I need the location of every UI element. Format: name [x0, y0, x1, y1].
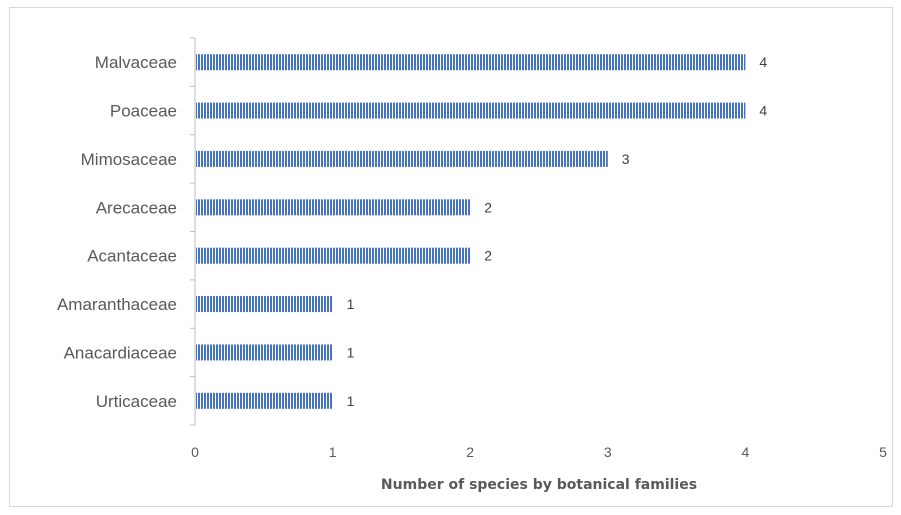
bar-poaceae — [196, 102, 746, 119]
x-tick-label: 5 — [879, 444, 887, 460]
category-label: Arecaceae — [96, 198, 177, 217]
bar-anacardiaceae — [196, 344, 333, 361]
bar-arecaceae — [196, 199, 471, 216]
x-axis-title: Number of species by botanical families — [381, 477, 697, 493]
x-tick-label: 0 — [191, 444, 199, 460]
data-label: 1 — [347, 393, 355, 409]
bar-malvaceae — [196, 54, 746, 71]
x-tick-label: 2 — [466, 444, 474, 460]
x-tick-label: 4 — [742, 444, 750, 460]
category-label: Amaranthaceae — [57, 295, 177, 314]
x-tick-label: 3 — [604, 444, 612, 460]
data-label: 3 — [622, 151, 630, 167]
category-label: Acantaceae — [87, 247, 177, 266]
data-label: 1 — [347, 344, 355, 360]
x-tick-label: 1 — [329, 444, 337, 460]
data-label: 4 — [759, 103, 767, 119]
data-label: 2 — [484, 199, 492, 215]
data-label: 1 — [347, 296, 355, 312]
data-label: 4 — [759, 54, 767, 70]
category-label: Poaceae — [110, 102, 177, 121]
category-label: Malvaceae — [95, 53, 177, 72]
data-label: 2 — [484, 248, 492, 264]
bar-mimosaceae — [196, 150, 608, 167]
category-label: Urticaceae — [96, 392, 177, 411]
category-label: Anacardiaceae — [64, 343, 177, 362]
bar-acantaceae — [196, 247, 471, 264]
bar-amaranthaceae — [196, 296, 333, 313]
category-label: Mimosaceae — [81, 150, 177, 169]
bar-urticaceae — [196, 392, 333, 409]
